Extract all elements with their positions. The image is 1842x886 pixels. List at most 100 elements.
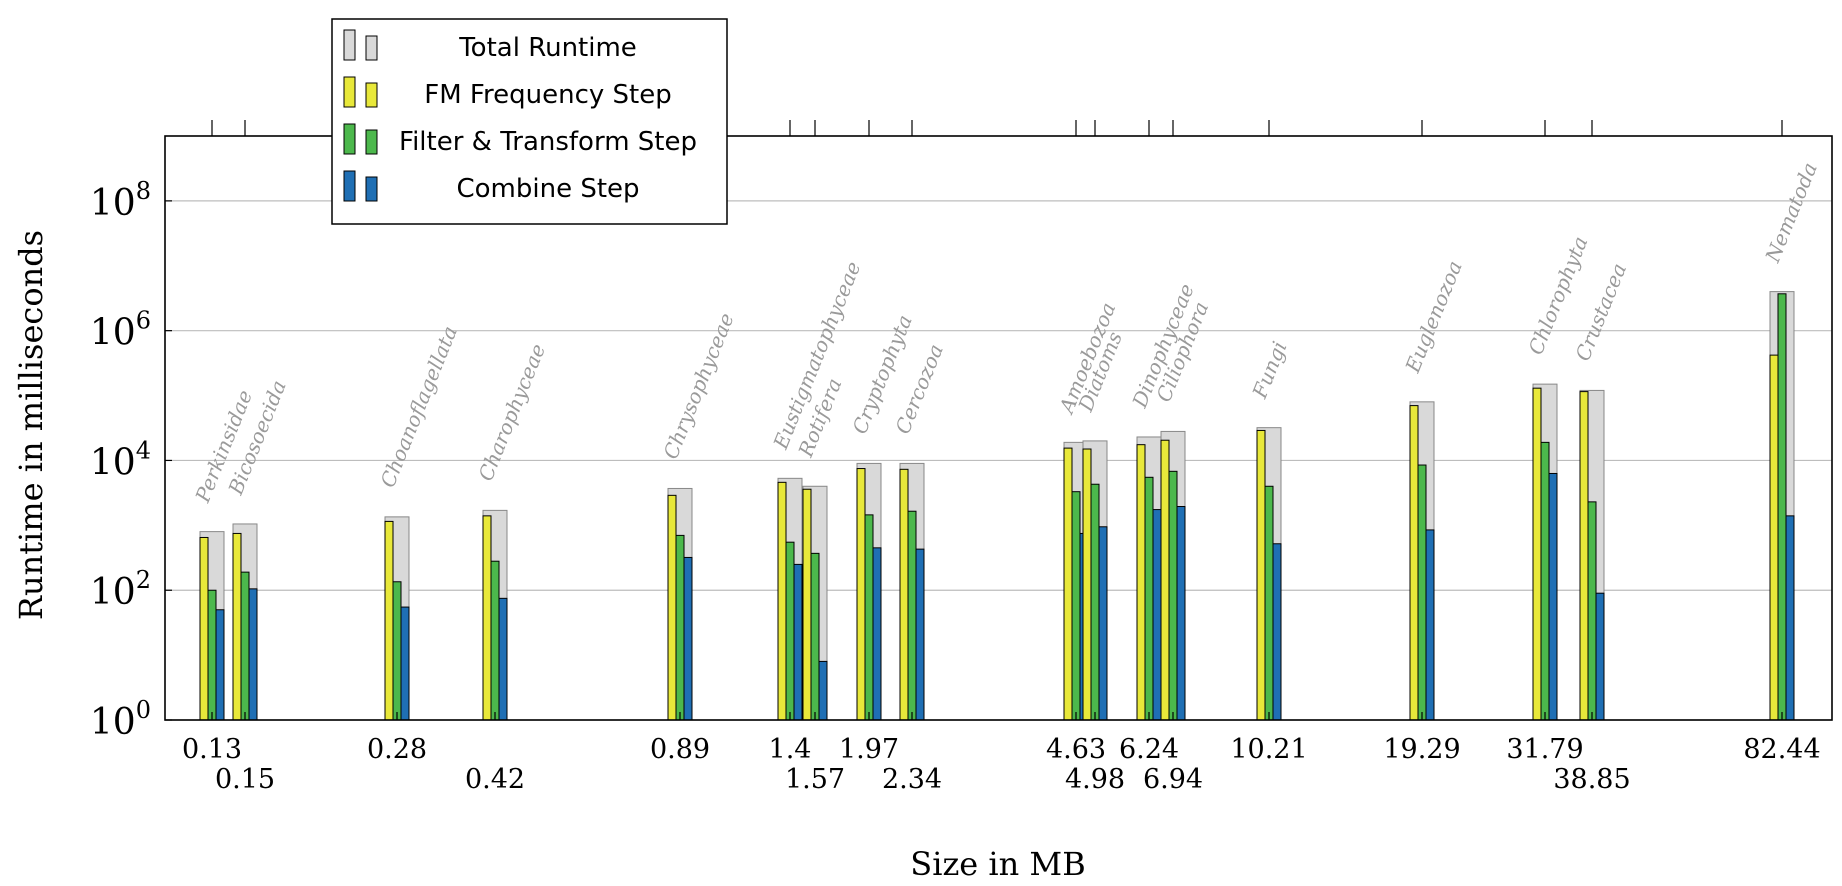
bar-ft-perkinsidae [207, 589, 217, 721]
bar-cs-chlorophyta [1548, 472, 1558, 721]
y-tick-label: 102 [90, 566, 151, 613]
group-label-nematoda: Nematoda [1760, 159, 1822, 266]
bar-fm-cercozoa [899, 468, 909, 721]
group-label-chrysophyceae: Chrysophyceae [658, 310, 738, 463]
x-tick-label: 31.79 [1506, 734, 1583, 765]
bar-fm-diatoms [1082, 448, 1092, 721]
x-tick-label: 1.57 [785, 764, 845, 795]
x-tick-label: 0.89 [650, 734, 710, 765]
bar-cs-euglenozoa [1425, 529, 1435, 721]
legend-swatch-fm [343, 76, 356, 108]
group-label-charophyceae: Charophyceae [473, 340, 550, 484]
bar-fm-cryptophyta [856, 468, 866, 721]
legend-swatch-total [343, 29, 356, 61]
bar-ft-euglenozoa [1417, 464, 1427, 721]
plot-frame [164, 135, 1833, 721]
legend-label-ft: Filter & Transform Step [399, 127, 697, 157]
group-label-fungi: Fungi [1247, 338, 1292, 402]
x-tick-label: 4.98 [1065, 764, 1125, 795]
x-tick-label: 0.15 [215, 764, 275, 795]
group-label-choanoflagellata: Choanoflagellata [375, 323, 462, 491]
y-tick-label: 104 [90, 436, 151, 483]
legend-swatch-ft-2 [365, 129, 378, 155]
legend-swatch-cs-2 [365, 176, 378, 202]
bar-cs-diatoms [1098, 526, 1108, 721]
bar-cs-ciliophora [1176, 506, 1186, 721]
x-tick-label: 0.28 [367, 734, 427, 765]
bar-ft-charophyceae [490, 560, 500, 721]
legend-swatch-total-2 [365, 35, 378, 61]
x-tick-label: 10.21 [1230, 734, 1307, 765]
legend-swatch-cs [343, 170, 356, 202]
bar-ft-rotifera [810, 552, 820, 721]
x-tick-label: 38.85 [1553, 764, 1630, 795]
x-tick-label: 19.29 [1383, 734, 1460, 765]
bar-fm-eustigmatophyceae [777, 481, 787, 721]
legend-swatch-fm-2 [365, 82, 378, 108]
y-tick-label: 100 [90, 696, 151, 743]
y-tick-label: 106 [90, 307, 151, 354]
bar-ft-ciliophora [1168, 470, 1178, 721]
y-tick-label: 108 [90, 177, 151, 224]
bar-fm-nematoda [1769, 354, 1779, 721]
bar-cs-fungi [1272, 543, 1282, 721]
group-label-euglenozoa: Euglenozoa [1400, 257, 1467, 376]
bar-cs-dinophyceae [1152, 509, 1162, 721]
legend-label-cs: Combine Step [456, 174, 639, 204]
x-tick-label: 4.63 [1046, 734, 1106, 765]
x-tick-label: 1.97 [839, 734, 899, 765]
bar-fm-fungi [1256, 429, 1266, 721]
bar-ft-chlorophyta [1540, 441, 1550, 721]
bar-ft-cercozoa [907, 510, 917, 721]
bar-fm-perkinsidae [199, 536, 209, 721]
x-tick-label: 1.4 [769, 734, 812, 765]
bar-ft-fungi [1264, 485, 1274, 721]
bar-fm-choanoflagellata [384, 520, 394, 721]
x-tick-label: 82.44 [1743, 734, 1820, 765]
bar-ft-cryptophyta [864, 514, 874, 721]
bar-fm-dinophyceae [1136, 444, 1146, 721]
bar-fm-ciliophora [1160, 439, 1170, 721]
labels-layer: 0.13Perkinsidae0.15Bicosoecida0.28Choano… [182, 159, 1822, 795]
bar-fm-chlorophyta [1532, 387, 1542, 721]
axis-layer: 100 102 104 106 108 [90, 120, 1833, 743]
bar-fm-bicosoecida [232, 532, 242, 721]
y-axis-title: Runtime in milliseconds [12, 230, 50, 620]
legend-box [331, 18, 728, 225]
bar-fm-rotifera [802, 488, 812, 721]
bar-ft-bicosoecida [240, 571, 250, 721]
bar-fm-euglenozoa [1409, 405, 1419, 721]
bar-cs-crustacea [1595, 592, 1605, 721]
bar-ft-crustacea [1587, 501, 1597, 721]
bar-ft-dinophyceae [1144, 476, 1154, 721]
bar-ft-nematoda [1777, 293, 1787, 721]
x-tick-label: 6.24 [1119, 734, 1179, 765]
bar-cs-bicosoecida [248, 588, 258, 721]
bar-ft-eustigmatophyceae [785, 541, 795, 721]
legend-label-total: Total Runtime [458, 33, 637, 63]
legend-swatch-ft [343, 123, 356, 155]
bar-fm-amoebozoa [1063, 447, 1073, 721]
bar-ft-diatoms [1090, 483, 1100, 721]
bar-cs-perkinsidae [215, 609, 225, 721]
legend: Total Runtime FM Frequency Step Filter & T… [331, 18, 728, 225]
bar-cs-nematoda [1785, 515, 1795, 721]
bar-cs-rotifera [818, 660, 828, 721]
bar-cs-cercozoa [915, 548, 925, 721]
bar-cs-eustigmatophyceae [793, 563, 803, 721]
bar-cs-choanoflagellata [400, 606, 410, 721]
bar-cs-chrysophyceae [683, 556, 693, 721]
legend-label-fm: FM Frequency Step [424, 80, 671, 110]
bar-fm-crustacea [1579, 391, 1589, 721]
x-tick-label: 0.13 [182, 734, 242, 765]
bar-ft-choanoflagellata [392, 581, 402, 721]
x-tick-label: 6.94 [1143, 764, 1203, 795]
bar-cs-charophyceae [498, 597, 508, 721]
x-tick-label: 0.42 [465, 764, 525, 795]
bars-layer [199, 291, 1795, 721]
group-label-crustacea: Crustacea [1570, 260, 1631, 364]
x-tick-label: 2.34 [882, 764, 942, 795]
bar-fm-charophyceae [482, 515, 492, 721]
bar-ft-amoebozoa [1071, 491, 1081, 721]
